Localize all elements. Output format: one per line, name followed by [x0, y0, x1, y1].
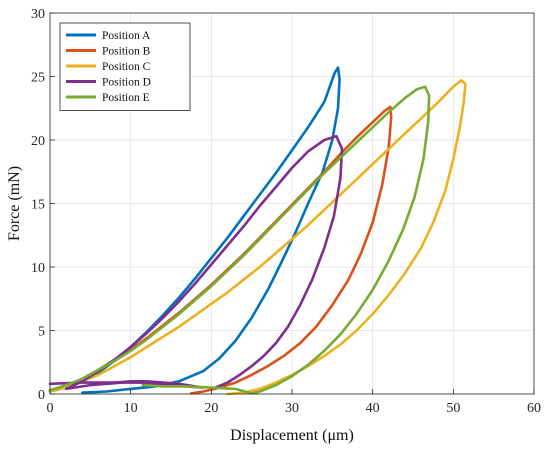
x-tick-label: 50 — [446, 401, 460, 416]
x-tick-label: 20 — [204, 401, 218, 416]
legend-label: Position A — [102, 30, 151, 42]
y-tick-label: 15 — [31, 198, 45, 213]
y-tick-label: 20 — [31, 134, 45, 149]
legend-label: Position B — [102, 46, 151, 58]
series-line-4 — [48, 134, 344, 391]
y-tick-label: 30 — [31, 7, 45, 22]
legend-label: Position D — [102, 77, 151, 89]
series-line-3 — [48, 79, 467, 396]
series-lines — [48, 66, 467, 396]
ticks: 0 10 20 30 40 50 60 0 5 10 15 20 25 30 — [31, 7, 541, 416]
series-line-5 — [48, 85, 431, 395]
x-tick-label: 60 — [527, 401, 541, 416]
y-tick-label: 25 — [31, 71, 45, 86]
y-tick-label: 5 — [38, 325, 45, 340]
y-tick-label: 0 — [38, 388, 45, 403]
y-tick-label: 10 — [31, 261, 45, 276]
x-tick-label: 40 — [366, 401, 380, 416]
y-axis-label: Force (mN) — [6, 166, 23, 241]
x-tick-label: 10 — [124, 401, 138, 416]
x-tick-label: 0 — [47, 401, 54, 416]
legend-label: Position E — [102, 92, 150, 104]
x-axis-label: Displacement (μm) — [230, 427, 354, 444]
legend: Position A Position B Position C Position D… — [59, 22, 191, 111]
legend-label: Position C — [102, 61, 151, 73]
x-tick-label: 30 — [285, 401, 299, 416]
